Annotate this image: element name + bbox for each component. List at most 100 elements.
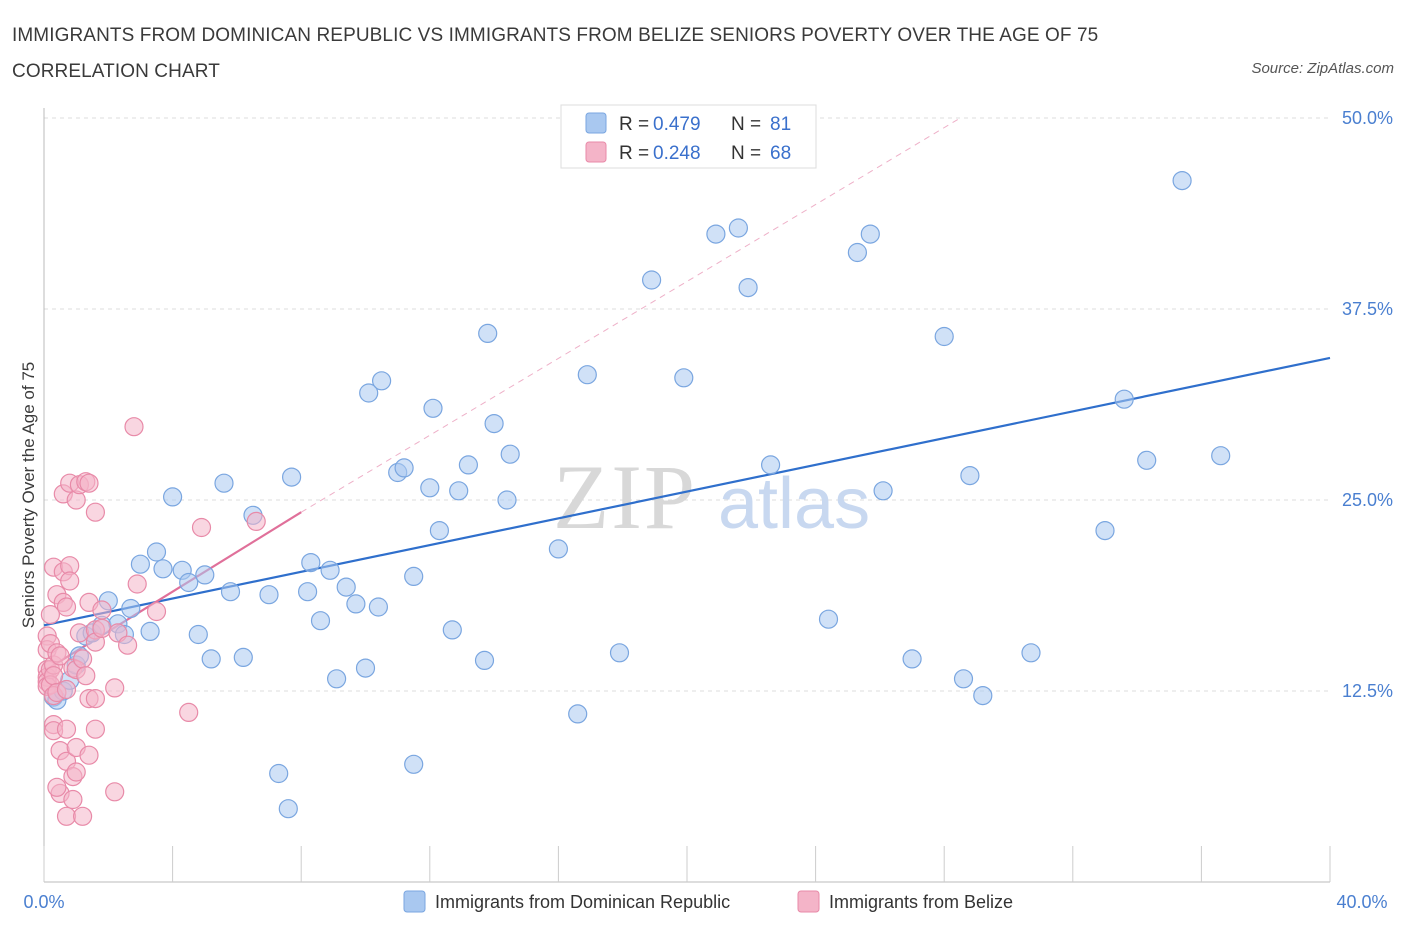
data-point-belize: [76, 666, 96, 686]
data-point-dominican: [973, 685, 993, 706]
data-point-belize: [79, 473, 99, 493]
data-point-belize: [66, 762, 86, 782]
legend-n-value: 81: [770, 114, 791, 135]
data-point-belize: [92, 600, 112, 620]
data-point-belize: [60, 571, 80, 591]
data-point-dominican: [310, 611, 331, 631]
bottom-legend-label-belize: Immigrants from Belize: [829, 892, 1013, 912]
data-point-dominican: [355, 658, 376, 678]
data-point-dominican: [609, 643, 630, 663]
y-tick-label: 25.0%: [1342, 490, 1393, 510]
data-point-dominican: [1095, 520, 1115, 541]
data-point-belize: [72, 649, 93, 669]
data-point-belize: [63, 789, 83, 810]
data-point-dominican: [327, 669, 347, 689]
data-point-dominican: [201, 649, 221, 669]
data-point-dominican: [269, 763, 289, 784]
data-point-dominican: [195, 565, 215, 585]
data-point-dominican: [188, 624, 208, 645]
data-point-dominican: [449, 481, 469, 501]
legend-r-value: 0.248: [653, 143, 701, 164]
watermark-atlas: atlas: [718, 464, 870, 544]
data-point-dominican: [320, 560, 340, 580]
data-point-dominican: [298, 582, 318, 602]
data-point-dominican: [500, 444, 520, 464]
data-point-dominican: [568, 704, 588, 724]
data-point-belize: [56, 719, 77, 739]
data-point-dominican: [359, 383, 379, 403]
data-point-dominican: [860, 224, 880, 244]
data-point-dominican: [1114, 389, 1134, 409]
data-point-dominican: [346, 594, 366, 614]
data-point-dominican: [738, 278, 758, 298]
data-point-belize: [47, 777, 67, 797]
data-point-dominican: [121, 598, 141, 619]
data-point-belize: [56, 597, 77, 617]
chart-title: IMMIGRANTS FROM DOMINICAN REPUBLIC VS IM…: [12, 25, 1099, 82]
data-point-dominican: [728, 218, 749, 238]
data-point-dominican: [548, 539, 569, 559]
data-point-belize: [85, 502, 106, 522]
data-point-belize: [50, 646, 70, 666]
data-point-dominican: [818, 609, 839, 629]
data-point-belize: [85, 719, 106, 739]
data-point-belize: [43, 666, 64, 686]
data-point-dominican: [233, 647, 253, 668]
y-tick-label: 12.5%: [1342, 681, 1393, 701]
data-point-dominican: [220, 582, 241, 602]
data-point-belize: [40, 604, 61, 625]
watermark: ZIP atlas: [553, 446, 870, 548]
legend: R = 0.479 N = 81 R = 0.248 N = 68: [560, 104, 817, 169]
data-point-belize: [191, 517, 212, 538]
chart-source: Source: ZipAtlas.com: [1251, 60, 1394, 77]
legend-n-label: N =: [731, 143, 761, 164]
data-point-dominican: [140, 621, 160, 642]
data-point-dominican: [282, 467, 302, 487]
data-point-dominican: [953, 669, 974, 689]
data-point-dominican: [429, 520, 449, 541]
gridlines: [44, 117, 1330, 692]
data-point-belize: [92, 618, 112, 639]
bottom-legend-swatch-pink: [797, 890, 820, 913]
data-point-belize: [146, 601, 167, 622]
data-point-belize: [69, 623, 90, 643]
data-point-dominican: [278, 799, 298, 819]
data-point-belize: [79, 745, 99, 765]
data-point-dominican: [484, 414, 504, 434]
data-point-dominican: [497, 490, 517, 510]
data-point-dominican: [641, 270, 662, 290]
data-point-dominican: [1021, 643, 1041, 663]
data-point-dominican: [902, 649, 922, 669]
data-point-belize: [246, 511, 266, 532]
data-point-dominican: [478, 323, 498, 343]
data-point-dominican: [420, 478, 440, 498]
data-point-dominican: [934, 326, 954, 347]
legend-n-value: 68: [770, 143, 791, 164]
data-point-dominican: [214, 473, 234, 493]
data-point-belize: [72, 806, 93, 826]
bottom-legend: Immigrants from Dominican Republic Immig…: [403, 890, 1013, 913]
data-point-dominican: [179, 572, 199, 593]
legend-r-label: R =: [619, 143, 649, 164]
watermark-zip: ZIP: [553, 446, 697, 548]
data-point-dominican: [442, 620, 462, 640]
data-point-dominican: [577, 365, 597, 385]
legend-swatch-blue: [585, 112, 607, 134]
data-point-dominican: [1172, 171, 1192, 191]
data-point-dominican: [301, 552, 321, 573]
data-point-dominican: [474, 650, 495, 671]
y-axis-label: Seniors Poverty Over the Age of 75: [19, 362, 38, 628]
data-point-dominican: [873, 481, 893, 501]
data-point-belize: [56, 679, 77, 700]
legend-r-value: 0.479: [653, 114, 701, 135]
legend-n-label: N =: [731, 114, 761, 135]
trend-line-belize-extended: [300, 117, 961, 513]
data-point-dominican: [368, 597, 388, 617]
series-belize-points: [37, 417, 266, 826]
data-point-belize: [85, 688, 106, 709]
y-tick-label: 50.0%: [1342, 108, 1393, 128]
data-point-belize: [124, 417, 144, 437]
legend-swatch-pink: [585, 141, 607, 163]
data-point-dominican: [372, 371, 392, 391]
